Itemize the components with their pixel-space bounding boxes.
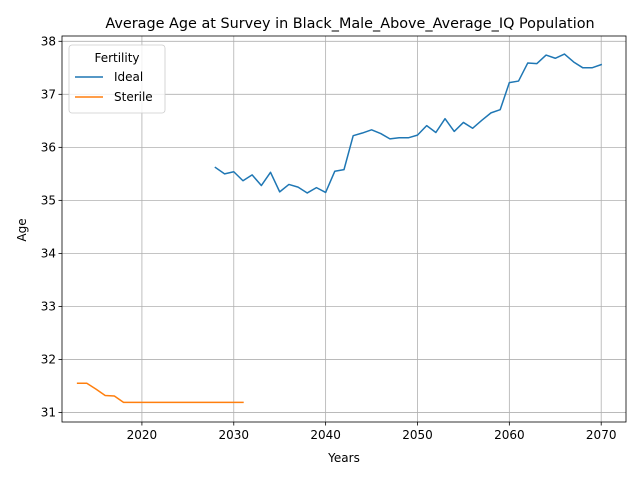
y-tick-label: 36 — [41, 140, 56, 154]
chart-title: Average Age at Survey in Black_Male_Abov… — [105, 16, 594, 32]
x-tick-label: 2070 — [586, 428, 617, 442]
legend-title: Fertility — [94, 51, 139, 65]
series-line-ideal — [214, 53, 603, 194]
axis-ticks: 2020 2030 2040 2050 2060 2070 31 32 33 34 35 36 37 38 — [41, 34, 617, 442]
y-tick-label: 33 — [41, 299, 56, 313]
legend-label-ideal: Ideal — [114, 70, 143, 84]
y-axis-label: Age — [15, 218, 29, 241]
series-line-sterile — [76, 382, 244, 404]
x-axis-label: Years — [327, 451, 360, 465]
x-tick-label: 2030 — [218, 428, 249, 442]
y-tick-label: 34 — [41, 246, 56, 260]
x-tick-label: 2020 — [127, 428, 158, 442]
plot-frame — [61, 35, 627, 423]
y-tick-label: 31 — [41, 405, 56, 419]
y-tick-label: 32 — [41, 352, 56, 366]
y-tick-label: 38 — [41, 34, 56, 48]
x-tick-label: 2060 — [494, 428, 525, 442]
x-tick-label: 2040 — [310, 428, 341, 442]
legend-label-sterile: Sterile — [114, 90, 153, 104]
y-tick-label: 35 — [41, 193, 56, 207]
x-tick-label: 2050 — [402, 428, 433, 442]
y-tick-label: 37 — [41, 87, 56, 101]
grid — [62, 36, 626, 422]
legend: Fertility Ideal Sterile — [68, 44, 166, 114]
series-lines — [76, 53, 603, 404]
legend-box — [68, 44, 166, 114]
